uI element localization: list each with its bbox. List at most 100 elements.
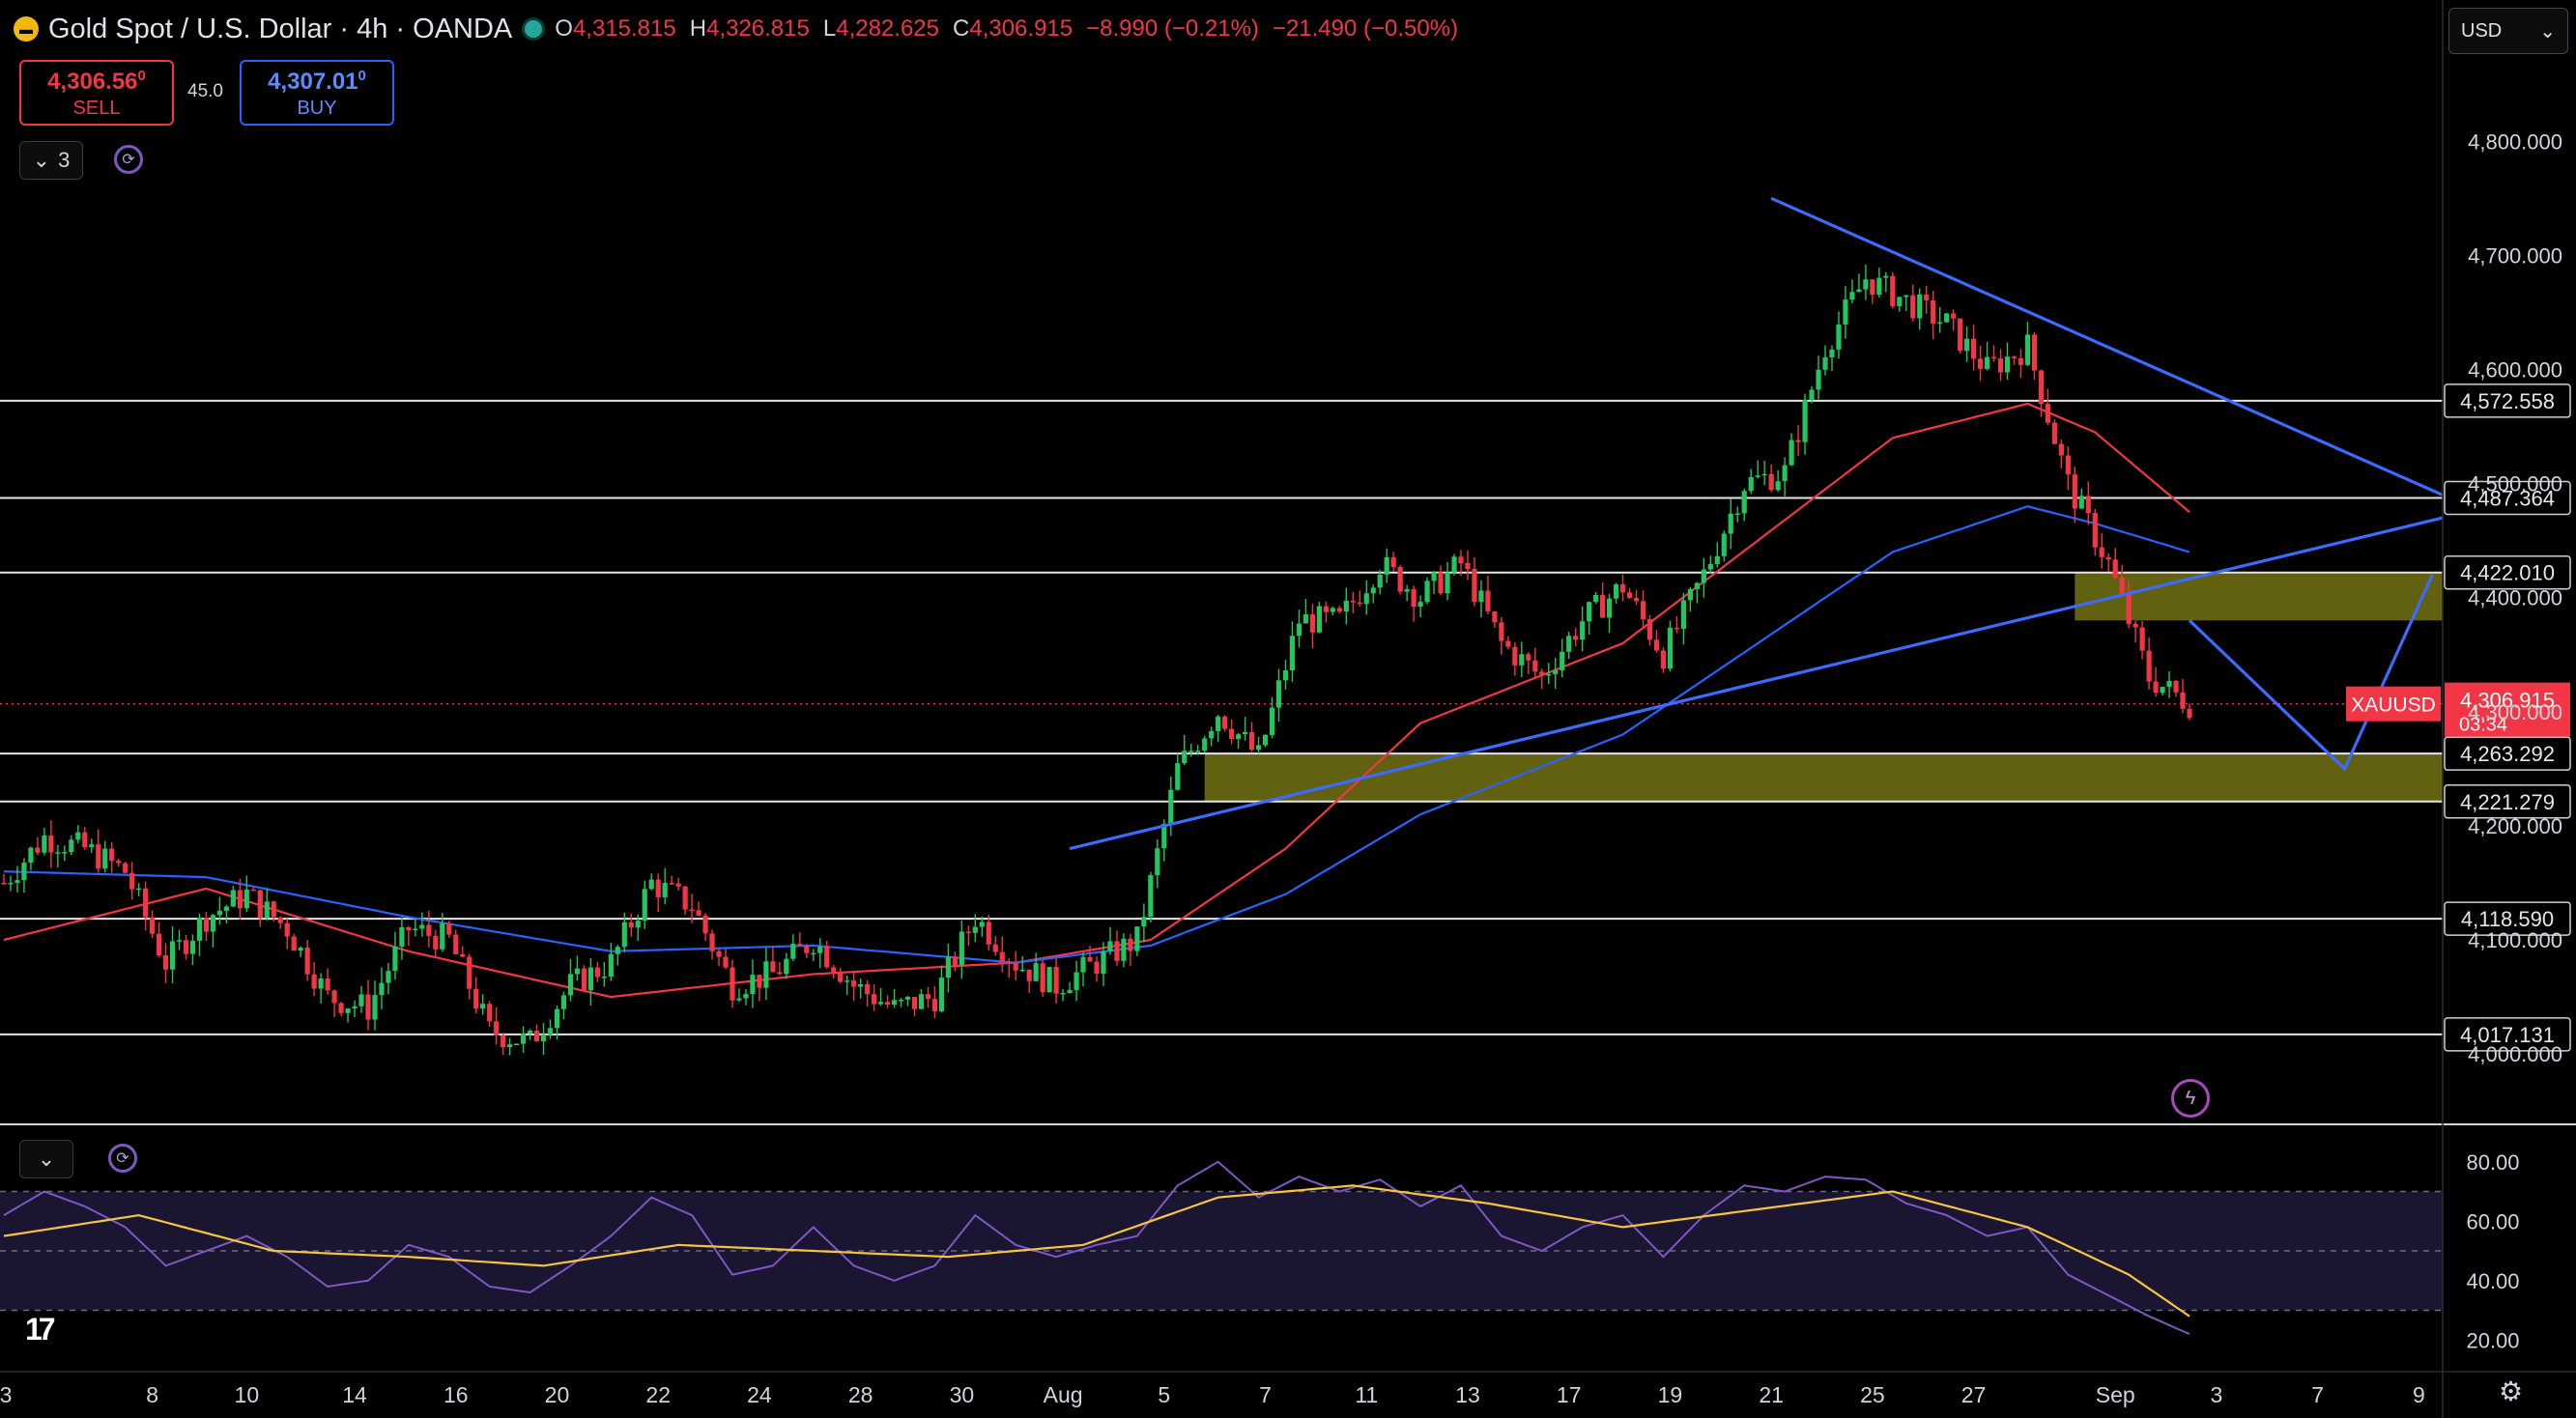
candle-body (1984, 356, 1990, 369)
candle-body (1472, 568, 1477, 603)
time-tick-label: 27 (1961, 1382, 1987, 1407)
candle-body (243, 889, 249, 909)
candle-body (1033, 963, 1039, 981)
level-label-box (2444, 901, 2571, 936)
candle-body (1275, 680, 1282, 708)
candle-body (1134, 926, 1140, 951)
candle-body (1897, 297, 1903, 306)
candle-body (1566, 636, 1572, 652)
candle-body (1977, 358, 1984, 369)
price-tick-label: 4,800.000 (2468, 129, 2562, 154)
rsi-sync-icon[interactable]: ⟳ (108, 1144, 137, 1173)
candle-body (540, 1035, 547, 1041)
candle-body (662, 883, 668, 897)
sell-price-pip: 0 (137, 68, 146, 84)
candle-body (527, 1031, 533, 1034)
candle-body (1316, 606, 1322, 633)
candle-body (513, 1043, 520, 1046)
candle-body (331, 990, 337, 1004)
horizontal-levels: 4,572.558 4,487.364 4,422.010 4,263.292 4,22… (0, 383, 2571, 1052)
lightning-icon[interactable]: ϟ (2171, 1079, 2210, 1118)
candle-body (406, 926, 412, 931)
ohlc-values: O4,315.815 H4,326.815 L4,282.625 C4,306.915… (555, 15, 1458, 43)
candle-body (851, 980, 857, 987)
ohlc-item-5: −21.490 (−0.50%) (1273, 15, 1458, 43)
time-tick-label: 30 (950, 1382, 975, 1407)
candle-body (1626, 592, 1633, 599)
candle-body (931, 999, 938, 1011)
rsi-collapse-button[interactable]: ⌄ (19, 1140, 73, 1178)
candle-body (1431, 572, 1437, 581)
candle-body (358, 994, 364, 1007)
candle-body (1863, 279, 1869, 290)
ohlc-value: 4,315.815 (572, 15, 676, 42)
candle-body (520, 1033, 527, 1044)
level-label-box (2444, 383, 2571, 418)
candle-body (1216, 716, 1221, 731)
spread-value: 45.0 (187, 81, 223, 101)
candle-body (2004, 356, 2011, 373)
candle-body (1087, 956, 1093, 962)
candle-body (877, 1002, 884, 1005)
candle-body (1229, 728, 1235, 740)
candle-body (1512, 646, 1518, 666)
candle-body (1377, 574, 1383, 588)
candle-body (1209, 730, 1215, 739)
candle-body (1336, 608, 1342, 612)
candle-body (1526, 654, 1531, 661)
level-label: 4,263.292 (2460, 742, 2555, 766)
candle-body (567, 974, 574, 996)
time-tick-label: 7 (1259, 1382, 1272, 1407)
rsi-tick-label: 60.00 (2466, 1209, 2519, 1234)
indicators-collapse-button[interactable]: ⌄ 3 (19, 141, 83, 180)
candle-body (399, 926, 405, 947)
chevron-down-icon: ⌄ (32, 148, 51, 172)
candle-body (460, 953, 466, 957)
candle-body (891, 1000, 898, 1006)
candle-body (648, 879, 654, 890)
candle-body (413, 928, 418, 931)
currency-select[interactable]: USD ⌄ (2448, 8, 2568, 54)
candle-body (1802, 399, 1808, 442)
candle-body (1046, 967, 1052, 993)
candle-body (1350, 600, 1356, 603)
candle-body (352, 1006, 358, 1009)
candle-body (89, 844, 95, 848)
candle-body (1114, 941, 1120, 961)
candle-body (594, 967, 600, 978)
candle-body (1080, 956, 1086, 973)
ohlc-item-3: C4,306.915 (953, 15, 1073, 43)
candle-body (675, 883, 681, 887)
candle-body (1741, 491, 1747, 514)
candle-body (109, 848, 115, 862)
candle-body (446, 923, 452, 935)
ohlc-value: 4,282.625 (836, 15, 939, 42)
ohlc-item-2: L4,282.625 (823, 15, 939, 43)
candle-body (1492, 610, 1498, 623)
candle-body (386, 971, 391, 983)
candle-body (2065, 455, 2071, 475)
candle-body (918, 994, 925, 1009)
candle-body (1195, 751, 1201, 752)
candle-body (784, 958, 789, 975)
symbol-tag: XAUUSD (2351, 695, 2436, 717)
candle-body (277, 917, 283, 923)
candle-body (959, 931, 964, 966)
candle-body (210, 915, 216, 932)
candle-body (642, 889, 647, 922)
buy-button[interactable]: 4,307.010 BUY (240, 60, 394, 126)
gear-icon[interactable]: ⚙ (2499, 1376, 2524, 1406)
symbol-title[interactable]: Gold Spot / U.S. Dollar · 4h · OANDA (48, 13, 513, 44)
candle-body (2146, 650, 2152, 682)
sync-icon[interactable]: ⟳ (114, 145, 143, 174)
sell-button[interactable]: 4,306.560 SELL (19, 60, 174, 126)
candle-body (1282, 670, 1289, 681)
candle-body (872, 994, 877, 1005)
candle-body (55, 852, 61, 854)
candle-body (2153, 681, 2159, 694)
candle-body (1775, 481, 1781, 491)
price-tick-label: 4,400.000 (2468, 586, 2562, 610)
candle-body (189, 940, 196, 954)
candle-body (723, 956, 729, 968)
